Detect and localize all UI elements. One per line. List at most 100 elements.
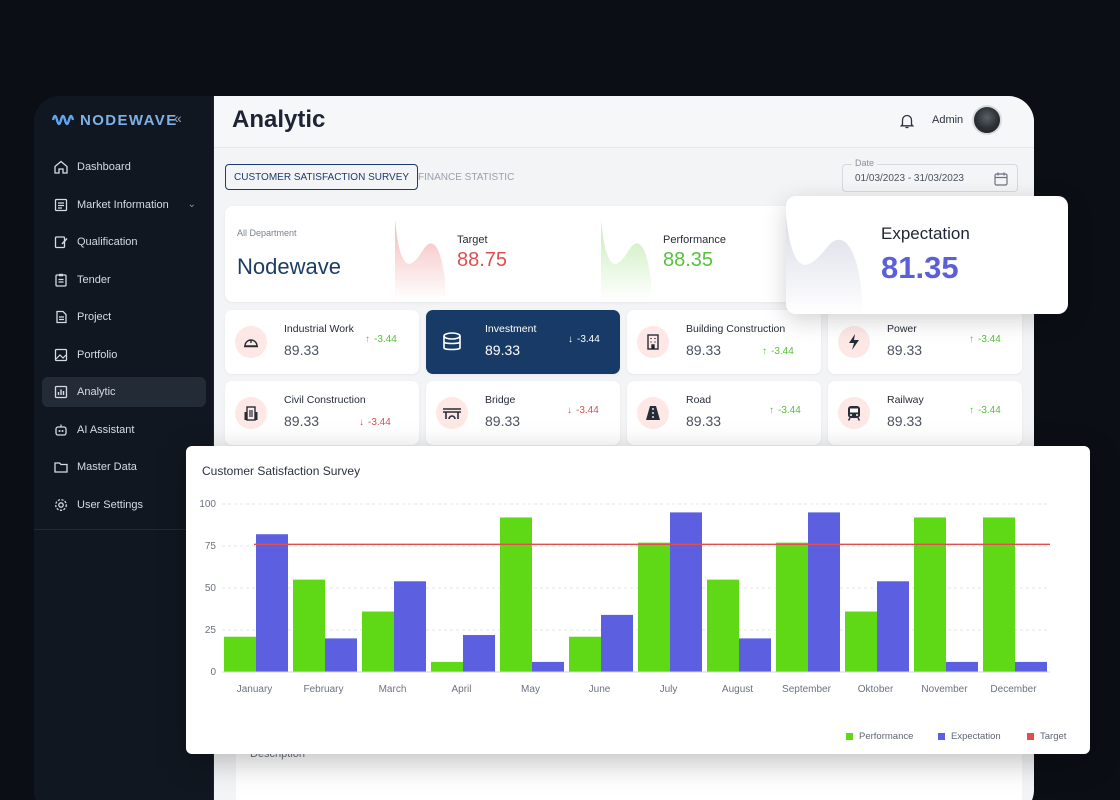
expectation-value: 81.35 [881,250,959,285]
target-value: 88.75 [457,249,508,271]
x-tick-label: August [722,684,753,695]
legend-label: Performance [859,731,914,742]
legend-swatch [938,733,945,740]
document-icon [56,310,67,324]
helmet-icon [235,326,267,358]
bar-expectation [808,512,840,672]
sidebar-item-user-settings[interactable]: User Settings [42,490,206,520]
sector-card-civil-construction[interactable]: Civil Construction 89.33 ↓ -3.44 [225,381,419,445]
performance-value: 88.35 [663,249,714,271]
tab-customer-satisfaction-survey[interactable]: CUSTOMER SATISFACTION SURVEY [225,164,419,190]
avatar[interactable] [972,105,1002,135]
sidebar-item-qualification[interactable]: Qualification [42,227,206,257]
double-chevron-left-icon[interactable]: « [174,110,182,126]
sector-name: Bridge [485,394,516,406]
arrow-down-icon: ↓ [568,334,573,345]
clipboard-icon [55,273,67,287]
sidebar-item-label: Master Data [77,461,137,473]
sector-change: ↑ -3.44 [762,346,794,357]
user-name: Admin [932,114,964,126]
sidebar-item-market-information[interactable]: Market Information ⌄ [42,190,206,220]
sidebar-item-label: AI Assistant [77,423,135,436]
calendar-icon[interactable] [993,171,1009,187]
chart-title: Customer Satisfaction Survey [202,464,361,478]
sector-card-power[interactable]: Power 89.33 ↑ -3.44 [828,310,1022,374]
legend-expectation[interactable]: Expectation [938,731,1001,742]
performance-stat: Performance 88.35 [663,234,726,272]
bar-performance [362,611,394,672]
newspaper-icon [54,198,68,211]
bar-expectation [325,638,357,672]
brand-name: NODEWAVE [80,111,178,129]
bar-expectation [670,512,702,672]
legend-performance[interactable]: Performance [846,731,913,742]
lightning-icon [838,326,870,358]
sector-card-industrial-work[interactable]: Industrial Work 89.33 ↑ -3.44 [225,310,419,374]
legend-target[interactable]: Target [1027,731,1066,742]
bridge-icon [436,397,468,429]
brand-logo: NODEWAVE [52,108,178,132]
building-icon [637,326,669,358]
bar-expectation [256,534,288,672]
bar-expectation [739,638,771,672]
sector-name: Industrial Work [284,323,354,335]
performance-label: Performance [663,234,726,246]
sector-change: ↑ -3.44 [365,334,397,345]
sector-change: ↑ -3.44 [769,405,801,416]
sidebar-nav: Dashboard Market Information ⌄ Qualifica… [42,152,206,527]
x-tick-label: September [782,684,832,695]
sector-card-railway[interactable]: Railway 89.33 ↑ -3.44 [828,381,1022,445]
sidebar-divider [34,529,214,530]
bar-chart-icon [54,385,68,399]
sector-value: 89.33 [887,413,923,429]
bar-performance [845,611,877,672]
bar-performance [707,579,739,672]
page-title: Analytic [232,106,326,133]
sidebar-item-master-data[interactable]: Master Data [42,452,206,482]
sidebar-item-analytic[interactable]: Analytic [42,377,206,407]
sidebar-item-portfolio[interactable]: Portfolio [42,340,206,370]
sector-card-building-construction[interactable]: Building Construction 89.33 ↑ -3.44 [627,310,821,374]
legend-label: Target [1040,731,1067,742]
x-tick-label: February [303,684,343,695]
date-range-picker[interactable]: Date 01/03/2023 - 31/03/2023 [842,158,1018,192]
sidebar-item-label: Portfolio [77,348,118,361]
sidebar-item-tender[interactable]: Tender [42,265,206,295]
sidebar-item-ai-assistant[interactable]: AI Assistant [42,415,206,445]
arrow-down-icon: ↓ [359,417,364,428]
sector-change: ↑ -3.44 [969,405,1001,416]
sector-value: 89.33 [485,342,521,358]
y-tick-label: 50 [205,583,217,594]
sidebar-item-project[interactable]: Project [42,302,206,332]
tab-finance-statistic[interactable]: FINANCE STATISTIC [418,171,515,183]
expectation-wave-graphic [786,216,862,314]
legend-label: Expectation [951,731,1001,742]
date-range-value: 01/03/2023 - 31/03/2023 [855,173,964,184]
arrow-up-icon: ↑ [969,405,974,416]
x-tick-label: January [237,684,273,695]
sector-card-investment[interactable]: Investment 89.33 ↓ -3.44 [426,310,620,374]
target-stat: Target 88.75 [457,234,507,272]
y-tick-label: 25 [205,625,217,636]
bar-performance [983,517,1015,672]
x-tick-label: December [990,684,1037,695]
x-tick-label: May [521,684,540,695]
department-label: All Department [237,228,297,238]
bar-performance [431,661,463,672]
x-tick-label: November [921,684,968,695]
sidebar-item-label: Analytic [77,386,116,398]
road-icon [637,397,669,429]
image-icon [54,348,68,361]
sector-change: ↓ -3.44 [567,405,599,416]
expectation-label: Expectation [881,224,970,243]
legend-swatch [1027,733,1034,740]
sector-card-bridge[interactable]: Bridge 89.33 ↓ -3.44 [426,381,620,445]
gear-icon [55,498,67,511]
bar-performance [293,579,325,672]
arrow-up-icon: ↑ [762,346,767,357]
sidebar-item-dashboard[interactable]: Dashboard [42,152,206,182]
sector-card-road[interactable]: Road 89.33 ↑ -3.44 [627,381,821,445]
chevron-down-icon[interactable]: ⌄ [187,199,196,210]
sector-value: 89.33 [686,342,722,358]
bell-icon[interactable] [898,112,916,130]
